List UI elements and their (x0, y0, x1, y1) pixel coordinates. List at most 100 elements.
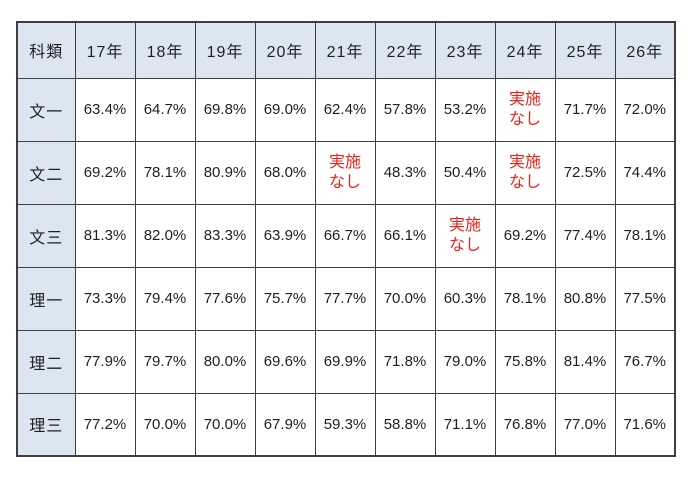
column-header-year: 24年 (494, 21, 556, 79)
data-cell: 69.6% (254, 329, 316, 394)
cell-value: 50.4% (443, 164, 487, 181)
cell-value: 79.0% (443, 353, 487, 370)
data-cell: 70.0% (374, 266, 436, 331)
data-cell: 77.7% (314, 266, 376, 331)
data-cell: 77.4% (554, 203, 616, 268)
data-cell: 76.7% (614, 329, 676, 394)
column-header-year: 26年 (614, 21, 676, 79)
cell-value: 58.8% (383, 415, 427, 433)
na-text-line2: なし (448, 236, 481, 254)
data-cell: 77.5% (614, 266, 676, 331)
cell-value: 77.2% (83, 415, 127, 433)
data-cell: 68.0% (254, 140, 316, 205)
cell-value: 78.1% (143, 164, 187, 181)
cell-value: 62.4% (323, 101, 367, 118)
data-cell: 71.1% (434, 392, 496, 457)
data-cell: 71.7% (554, 77, 616, 142)
cell-value: 71.8% (383, 353, 427, 370)
data-cell: 82.0% (134, 203, 196, 268)
table-row: 文三 81.3% 82.0% 83.3% 63.9% 66.7% 66.1% 実施 なし 69.2… (16, 203, 676, 268)
data-cell: 78.1% (614, 203, 676, 268)
row-label: 文三 (16, 203, 76, 268)
cell-value: 68.0% (263, 164, 307, 181)
cell-value: 75.7% (263, 290, 307, 307)
data-cell: 74.4% (614, 140, 676, 205)
column-header-year: 23年 (434, 21, 496, 79)
cell-value: 77.7% (323, 290, 367, 307)
data-cell: 81.3% (74, 203, 136, 268)
column-header-year: 22年 (374, 21, 436, 79)
cell-value: 75.8% (503, 353, 547, 370)
cell-value: 66.7% (323, 227, 367, 244)
data-cell: 79.4% (134, 266, 196, 331)
cell-value: 63.4% (83, 101, 127, 118)
data-cell: 60.3% (434, 266, 496, 331)
cell-value: 48.3% (383, 164, 427, 181)
cell-value: 76.8% (503, 415, 547, 433)
row-label: 理二 (16, 329, 76, 394)
row-label: 理三 (16, 392, 76, 457)
cell-value: 80.9% (203, 164, 247, 181)
na-text-line1: 実施 (328, 153, 361, 171)
data-cell: 71.6% (614, 392, 676, 457)
cell-value: 69.2% (503, 227, 547, 244)
table-row: 理一 73.3% 79.4% 77.6% 75.7% 77.7% 70.0% 60.3% 78.… (16, 266, 676, 331)
cell-value: 80.8% (563, 290, 607, 307)
data-cell: 67.9% (254, 392, 316, 457)
column-header-year: 20年 (254, 21, 316, 79)
data-cell: 71.8% (374, 329, 436, 394)
row-label: 文一 (16, 77, 76, 142)
cell-value: 77.0% (563, 415, 607, 433)
data-cell: 66.1% (374, 203, 436, 268)
data-cell: 57.8% (374, 77, 436, 142)
cell-value: 69.2% (83, 164, 127, 181)
column-header-year: 25年 (554, 21, 616, 79)
data-cell: 58.8% (374, 392, 436, 457)
data-cell: 77.9% (74, 329, 136, 394)
na-text-line2: なし (508, 110, 541, 128)
cell-value: 78.1% (623, 227, 667, 244)
admission-rate-table-wrap: 科類 17年 18年 19年 20年 21年 22年 23年 24年 25年 26年 文一 63.4%… (16, 21, 676, 457)
na-cell: 実施 なし (314, 140, 376, 205)
cell-value: 67.9% (263, 415, 307, 433)
table-row: 理二 77.9% 79.7% 80.0% 69.6% 69.9% 71.8% 79.0% 75.… (16, 329, 676, 394)
data-cell: 79.0% (434, 329, 496, 394)
cell-value: 72.5% (563, 164, 607, 181)
header-row: 科類 17年 18年 19年 20年 21年 22年 23年 24年 25年 26年 (16, 21, 676, 79)
na-text-line1: 実施 (508, 153, 541, 171)
data-cell: 77.6% (194, 266, 256, 331)
data-cell: 53.2% (434, 77, 496, 142)
cell-value: 72.0% (623, 101, 667, 118)
table-row: 文二 69.2% 78.1% 80.9% 68.0% 実施 なし 48.3% 50.4% 実施 なし… (16, 140, 676, 205)
cell-value: 78.1% (503, 290, 547, 307)
cell-value: 76.7% (623, 353, 667, 370)
data-cell: 80.8% (554, 266, 616, 331)
data-cell: 64.7% (134, 77, 196, 142)
cell-value: 70.0% (383, 290, 427, 307)
data-cell: 80.0% (194, 329, 256, 394)
cell-value: 80.0% (203, 353, 247, 370)
data-cell: 81.4% (554, 329, 616, 394)
cell-value: 81.4% (563, 353, 607, 370)
data-cell: 59.3% (314, 392, 376, 457)
data-cell: 66.7% (314, 203, 376, 268)
na-cell: 実施 なし (434, 203, 496, 268)
na-text-line2: なし (328, 173, 361, 191)
cell-value: 69.6% (263, 353, 307, 370)
data-cell: 70.0% (194, 392, 256, 457)
cell-value: 77.5% (623, 290, 667, 307)
cell-value: 60.3% (443, 290, 487, 307)
cell-value: 77.4% (563, 227, 607, 244)
data-cell: 62.4% (314, 77, 376, 142)
cell-value: 77.9% (83, 353, 127, 370)
data-cell: 69.8% (194, 77, 256, 142)
cell-value: 64.7% (143, 101, 187, 118)
table-row: 理三 77.2% 70.0% 70.0% 67.9% 59.3% 58.8% 71.1% 76.… (16, 392, 676, 457)
column-header-year: 17年 (74, 21, 136, 79)
data-cell: 80.9% (194, 140, 256, 205)
cell-value: 59.3% (323, 415, 367, 433)
data-cell: 75.8% (494, 329, 556, 394)
cell-value: 81.3% (83, 227, 127, 244)
data-cell: 72.5% (554, 140, 616, 205)
cell-value: 83.3% (203, 227, 247, 244)
